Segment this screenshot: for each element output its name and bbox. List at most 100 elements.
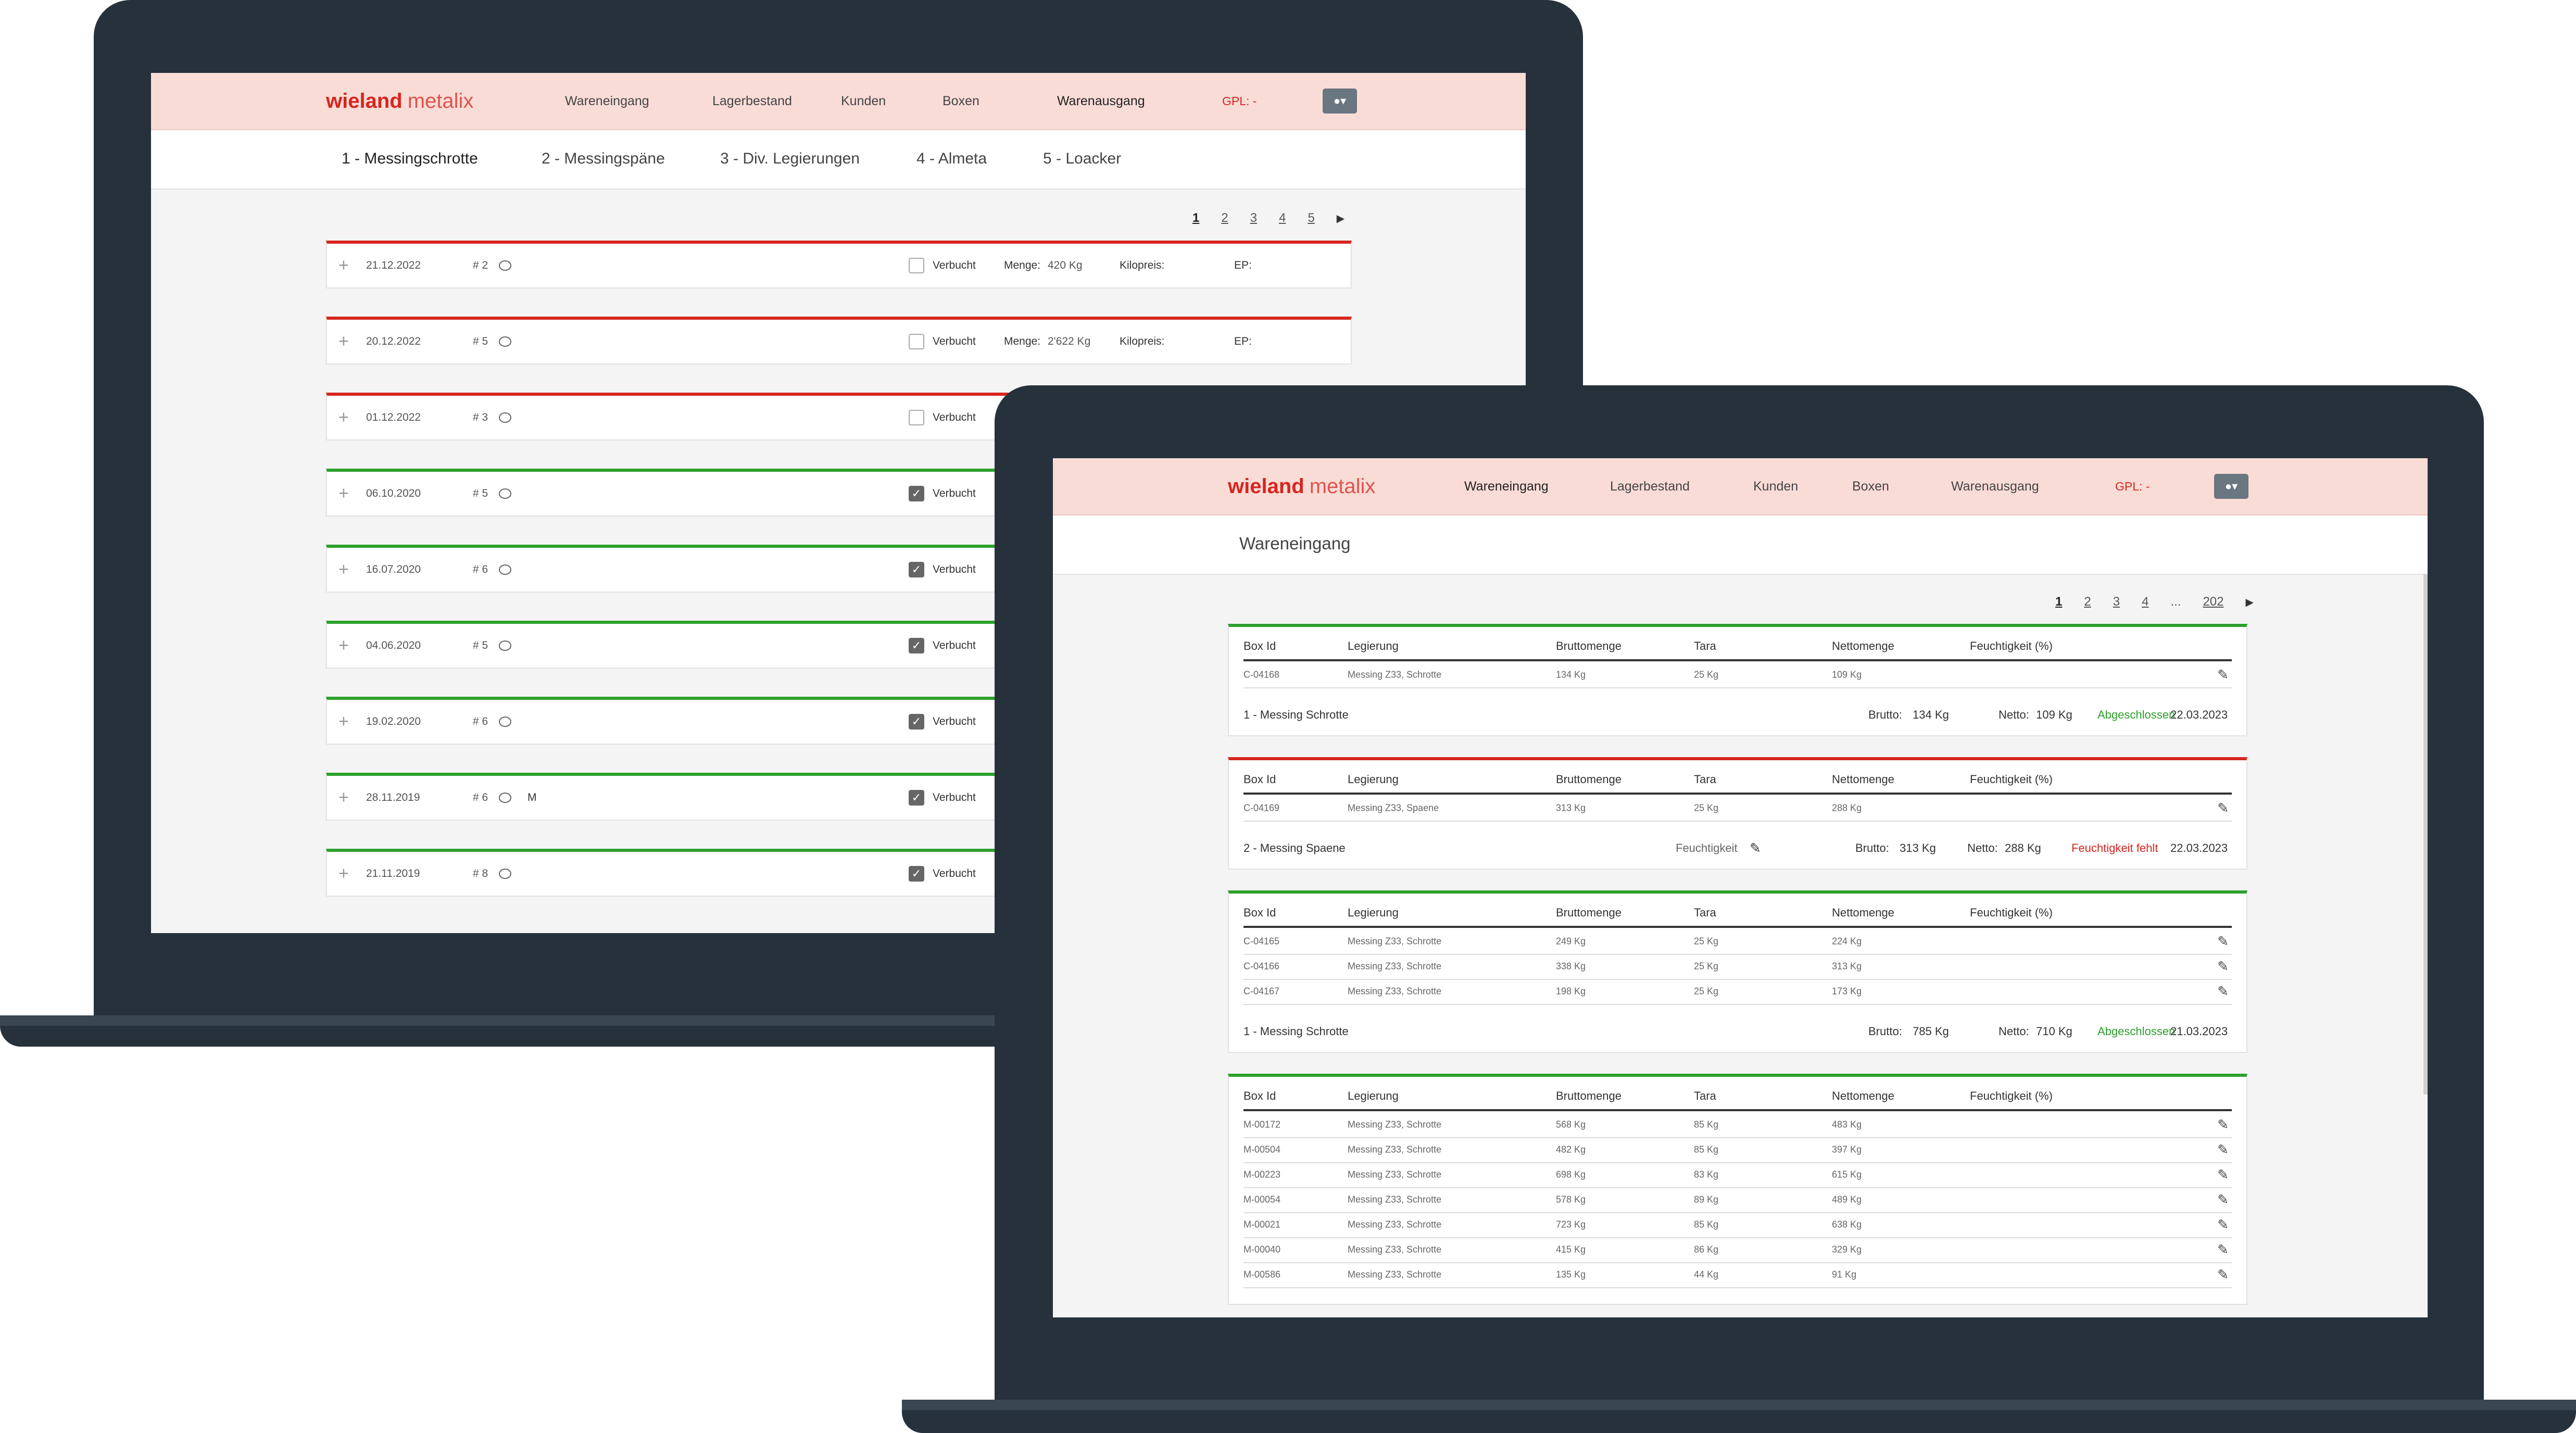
table-row[interactable]: C-04167 Messing Z33, Schrotte 198 Kg 25 Kg 1… — [1243, 979, 2232, 1005]
page-link[interactable]: 2 — [1221, 211, 1228, 225]
scrollbar[interactable] — [2423, 574, 2428, 1095]
verbucht-checkbox[interactable] — [909, 258, 924, 273]
table-cell: Messing Z33, Schrotte — [1348, 1219, 1442, 1230]
tab-messingspaene[interactable]: 2 - Messingspäne — [542, 150, 665, 167]
next-page-icon[interactable]: ▶ — [1336, 212, 1345, 224]
user-menu-button[interactable]: ●▾ — [2214, 474, 2248, 499]
verbucht-label: Verbucht — [933, 259, 976, 271]
expand-plus-icon[interactable]: + — [338, 787, 349, 808]
edit-feuchtigkeit-icon[interactable]: ✎ — [1750, 840, 1761, 856]
expand-plus-icon[interactable]: + — [338, 711, 349, 732]
verbucht-checkbox[interactable] — [909, 334, 924, 349]
table-row[interactable]: C-04166 Messing Z33, Schrotte 338 Kg 25 Kg 3… — [1243, 954, 2232, 980]
comment-icon[interactable] — [499, 488, 511, 499]
comment-icon[interactable] — [499, 793, 511, 803]
tab-div-legierungen[interactable]: 3 - Div. Legierungen — [720, 150, 860, 167]
row-number: # 6 — [473, 791, 488, 803]
page-link[interactable]: 1 — [1192, 211, 1200, 225]
delivery-row[interactable]: + 20.12.2022 # 5 Verbucht Menge: 2'622 K… — [326, 317, 1352, 364]
expand-plus-icon[interactable]: + — [338, 559, 349, 580]
table-cell: 91 Kg — [1832, 1269, 1857, 1280]
page-link[interactable]: 4 — [2142, 595, 2149, 609]
delivery-row[interactable]: + 21.12.2022 # 2 Verbucht Menge: 420 Kg … — [326, 241, 1352, 288]
table-cell: 338 Kg — [1556, 961, 1586, 972]
edit-pencil-icon[interactable]: ✎ — [2217, 1191, 2229, 1208]
page-link[interactable]: 3 — [1250, 211, 1258, 225]
edit-pencil-icon[interactable]: ✎ — [2217, 1141, 2229, 1158]
next-page-icon[interactable]: ▶ — [2245, 596, 2254, 608]
expand-plus-icon[interactable]: + — [338, 255, 349, 275]
table-row[interactable]: M-00040 Messing Z33, Schrotte 415 Kg 86 Kg 3… — [1243, 1237, 2232, 1263]
nav-lagerbestand[interactable]: Lagerbestand — [1610, 479, 1690, 494]
brand-logo[interactable]: wieland metalix — [1228, 458, 1375, 514]
nav-warenausgang[interactable]: Warenausgang — [1057, 93, 1145, 108]
nav-boxen[interactable]: Boxen — [943, 93, 979, 108]
page-link[interactable]: 202 — [2203, 595, 2224, 609]
verbucht-checkbox[interactable]: ✓ — [909, 714, 924, 730]
edit-pencil-icon[interactable]: ✎ — [2217, 1241, 2229, 1258]
edit-pencil-icon[interactable]: ✎ — [2217, 933, 2229, 949]
table-cell: 85 Kg — [1694, 1219, 1719, 1230]
user-menu-button[interactable]: ●▾ — [1323, 89, 1357, 114]
verbucht-checkbox[interactable]: ✓ — [909, 562, 924, 577]
comment-icon[interactable] — [499, 260, 511, 271]
table-cell: C-04168 — [1243, 669, 1280, 680]
comment-icon[interactable] — [499, 336, 511, 347]
comment-icon[interactable] — [499, 640, 511, 651]
table-row[interactable]: C-04169 Messing Z33, Spaene 313 Kg 25 Kg 288… — [1243, 796, 2232, 822]
brand-logo[interactable]: wieland metalix — [326, 73, 473, 129]
table-cell: Messing Z33, Schrotte — [1348, 961, 1442, 972]
page-link[interactable]: 2 — [2084, 595, 2091, 609]
verbucht-checkbox[interactable]: ✓ — [909, 866, 924, 882]
table-cell: 397 Kg — [1832, 1144, 1862, 1155]
comment-icon[interactable] — [499, 716, 511, 727]
edit-pencil-icon[interactable]: ✎ — [2217, 958, 2229, 974]
edit-pencil-icon[interactable]: ✎ — [2217, 983, 2229, 999]
verbucht-checkbox[interactable]: ✓ — [909, 638, 924, 653]
nav-kunden[interactable]: Kunden — [841, 93, 886, 108]
page-link[interactable]: 5 — [1308, 211, 1315, 225]
table-row[interactable]: M-00586 Messing Z33, Schrotte 135 Kg 44 Kg 9… — [1243, 1262, 2232, 1288]
table-row[interactable]: M-00054 Messing Z33, Schrotte 578 Kg 89 Kg 4… — [1243, 1187, 2232, 1213]
comment-icon[interactable] — [499, 564, 511, 575]
table-cell: M-00223 — [1243, 1169, 1281, 1180]
table-cell: 313 Kg — [1832, 961, 1862, 972]
edit-pencil-icon[interactable]: ✎ — [2217, 1266, 2229, 1283]
nav-boxen[interactable]: Boxen — [1852, 479, 1889, 494]
table-row[interactable]: C-04165 Messing Z33, Schrotte 249 Kg 25 Kg 2… — [1243, 929, 2232, 955]
delivery-date: 21.03.2023 — [2170, 1025, 2228, 1038]
table-row[interactable]: M-00172 Messing Z33, Schrotte 568 Kg 85 Kg 4… — [1243, 1112, 2232, 1138]
nav-lagerbestand[interactable]: Lagerbestand — [712, 93, 792, 108]
comment-icon[interactable] — [499, 869, 511, 879]
comment-icon[interactable] — [499, 412, 511, 423]
table-row[interactable]: M-00504 Messing Z33, Schrotte 482 Kg 85 Kg 3… — [1243, 1137, 2232, 1163]
expand-plus-icon[interactable]: + — [338, 863, 349, 884]
expand-plus-icon[interactable]: + — [338, 331, 349, 351]
tab-messingschrotte[interactable]: 1 - Messingschrotte — [342, 150, 478, 167]
edit-pencil-icon[interactable]: ✎ — [2217, 800, 2229, 816]
verbucht-checkbox[interactable]: ✓ — [909, 790, 924, 806]
table-row[interactable]: M-00223 Messing Z33, Schrotte 698 Kg 83 Kg 6… — [1243, 1162, 2232, 1188]
edit-pencil-icon[interactable]: ✎ — [2217, 1166, 2229, 1183]
verbucht-checkbox[interactable]: ✓ — [909, 486, 924, 501]
table-cell: Messing Z33, Schrotte — [1348, 1244, 1442, 1255]
page-link[interactable]: 3 — [2113, 595, 2120, 609]
page-link[interactable]: 4 — [1279, 211, 1286, 225]
edit-pencil-icon[interactable]: ✎ — [2217, 1116, 2229, 1133]
expand-plus-icon[interactable]: + — [338, 483, 349, 504]
nav-wareneingang[interactable]: Wareneingang — [1464, 479, 1549, 494]
gpl-indicator: GPL: - — [2115, 479, 2150, 493]
nav-wareneingang[interactable]: Wareneingang — [565, 93, 649, 108]
table-row[interactable]: M-00021 Messing Z33, Schrotte 723 Kg 85 Kg 6… — [1243, 1212, 2232, 1238]
edit-pencil-icon[interactable]: ✎ — [2217, 1216, 2229, 1233]
expand-plus-icon[interactable]: + — [338, 407, 349, 428]
tab-almeta[interactable]: 4 - Almeta — [916, 150, 987, 167]
nav-kunden[interactable]: Kunden — [1753, 479, 1799, 494]
table-row[interactable]: C-04168 Messing Z33, Schrotte 134 Kg 25 Kg 1… — [1243, 662, 2232, 688]
tab-loacker[interactable]: 5 - Loacker — [1043, 150, 1122, 167]
page-link[interactable]: 1 — [2055, 595, 2063, 609]
nav-warenausgang[interactable]: Warenausgang — [1951, 479, 2039, 494]
verbucht-checkbox[interactable] — [909, 410, 924, 425]
edit-pencil-icon[interactable]: ✎ — [2217, 667, 2229, 683]
expand-plus-icon[interactable]: + — [338, 635, 349, 656]
